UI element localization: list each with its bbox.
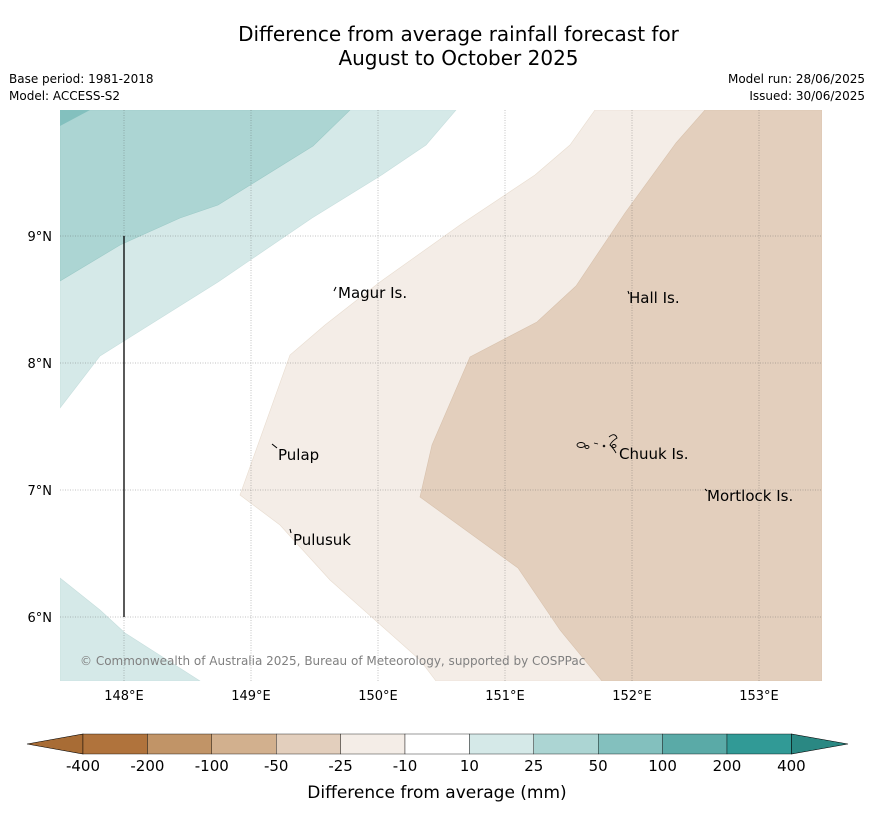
lon-label-148e: 148°E [104,689,144,704]
place-pulap: Pulap [278,446,319,464]
title-line-2: August to October 2025 [338,46,579,70]
colorbar-tick-label: 25 [524,757,543,775]
colorbar-tick-label: -50 [264,757,289,775]
region-25-50-dry [419,110,822,681]
colorbar-tick-label: -400 [66,757,100,775]
colorbar-swatch [662,733,728,755]
colorbar-tick-label: -10 [393,757,418,775]
lon-label-150e: 150°E [358,689,398,704]
colorbar-swatch [276,733,341,755]
colorbar-swatch [598,733,663,755]
chuuk-islands-mark [576,434,618,454]
lon-label-151e: 151°E [485,689,525,704]
issued-text: Issued: 30/06/2025 [749,89,865,103]
model-run-text: Model run: 28/06/2025 [727,72,865,86]
place-mortlock: Mortlock Is. [707,487,793,505]
lat-label-7n: 7°N [28,484,53,499]
colorbar-tick-label: 400 [777,757,806,775]
copyright-credit: © Commonwealth of Australia 2025, Bureau… [80,654,585,668]
pulap-island-mark [271,443,278,449]
region-50-100-wet [60,110,90,126]
colorbar-swatch [82,733,148,755]
place-chuuk: Chuuk Is. [619,445,688,463]
latitude-labels: 9°N 8°N 7°N 6°N [28,230,53,626]
colorbar-extend-low [26,733,84,755]
meta-left: Base period: 1981-2018 Model: ACCESS-S2 [9,71,154,105]
colorbar-extend-high [791,733,849,755]
colorbar-swatch [726,733,792,755]
lat-label-8n: 8°N [28,357,53,372]
colorbar-tick-label: 200 [713,757,742,775]
island-markers [271,286,708,534]
mortlock-island-mark [704,488,708,492]
meta-right: Model run: 28/06/2025 Issued: 30/06/2025 [728,71,865,105]
place-magur: Magur Is. [338,284,407,302]
map-area: Magur Is. Hall Is. Pulap Chuuk Is. Mortl… [60,110,822,681]
colorbar-label: Difference from average (mm) [307,783,566,803]
lat-label-9n: 9°N [28,230,53,245]
place-hall: Hall Is. [629,289,680,307]
colorbar-tick-label: 50 [589,757,608,775]
region-10-25-wet-south [60,577,201,681]
colorbar-swatch [404,733,470,755]
hall-island-mark [627,290,630,295]
base-period-text: Base period: 1981-2018 [9,72,154,86]
lon-label-153e: 153°E [739,689,779,704]
model-text: Model: ACCESS-S2 [9,89,121,103]
colorbar-tick-label: 100 [648,757,677,775]
pulusuk-island-mark [289,528,292,534]
colorbar-swatch [533,733,599,755]
colorbar-tick-label: -200 [130,757,164,775]
magur-island-mark [333,286,337,292]
colorbar-swatch [469,733,534,755]
map-title: Difference from average rainfall forecas… [0,22,873,70]
colorbar-tick-label: 10 [460,757,479,775]
colorbar: -400 -200 -100 -50 -25 -10 10 25 50 100 200 400 Dif… [26,733,849,803]
title-line-1: Difference from average rainfall forecas… [238,22,679,46]
region-25-50-wet [60,110,351,282]
place-pulusuk: Pulusuk [293,531,351,549]
colorbar-swatch [211,733,277,755]
lon-label-149e: 149°E [231,689,271,704]
longitude-labels: 148°E 149°E 150°E 151°E 152°E 153°E [104,689,779,704]
lon-label-152e: 152°E [612,689,652,704]
colorbar-tick-label: -25 [328,757,353,775]
colorbar-tick-label: -100 [195,757,229,775]
colorbar-swatch [340,733,406,755]
colorbar-swatch [147,733,212,755]
lat-label-6n: 6°N [28,611,53,626]
